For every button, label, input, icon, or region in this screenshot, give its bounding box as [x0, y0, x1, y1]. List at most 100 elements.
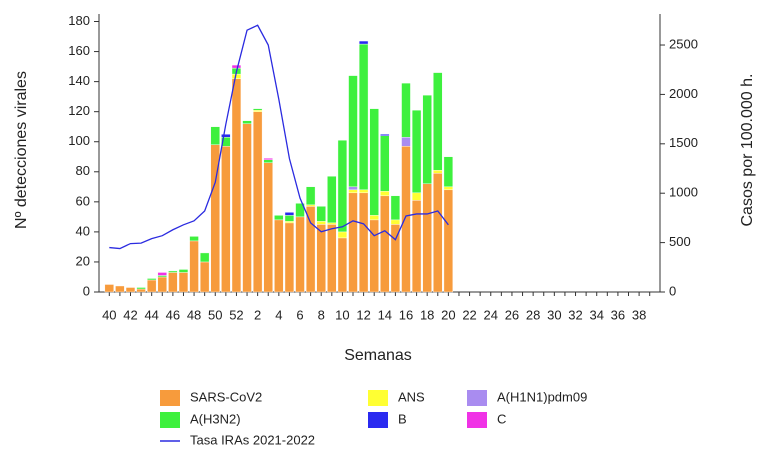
y2-tick-label: 1500 — [669, 135, 698, 150]
bar-segment — [178, 272, 189, 293]
bar-segment — [284, 222, 295, 293]
bar-segment — [380, 135, 390, 192]
x-tick-label: 28 — [526, 307, 540, 322]
bar-segment — [189, 240, 199, 293]
bar-segment — [401, 82, 411, 138]
x-tick-label: 38 — [632, 307, 646, 322]
bar-segment — [380, 195, 390, 293]
bar-segment — [284, 212, 295, 216]
x-tick-label: 26 — [505, 307, 519, 322]
bar-segment — [295, 216, 305, 293]
bar-segment — [316, 206, 326, 222]
bar-segment — [231, 78, 242, 293]
y-axis-label: Nº detecciones virales — [13, 71, 30, 229]
bar-segment — [136, 287, 146, 290]
x-tick-label: 10 — [335, 307, 349, 322]
bar-segment — [252, 111, 263, 293]
bar-segment — [433, 170, 443, 174]
y2-axis-label: Casos por 100.000 h. — [739, 74, 756, 227]
bar-segment — [327, 222, 337, 225]
y-tick-label: 140 — [68, 73, 90, 88]
y-tick-label: 100 — [68, 133, 90, 148]
x-tick-label: 16 — [399, 307, 413, 322]
bar-segment — [189, 236, 199, 242]
legend-label: A(H3N2) — [190, 411, 241, 426]
legend-swatch — [467, 412, 487, 428]
bar-segment — [157, 272, 167, 276]
bar-segment — [327, 224, 337, 293]
x-tick-label: 32 — [568, 307, 582, 322]
bar-segment — [305, 206, 316, 293]
bar-segment — [433, 72, 443, 171]
bar-segment — [178, 269, 189, 273]
x-tick-label: 4 — [275, 307, 282, 322]
legend-label: C — [497, 411, 506, 426]
legend-label: Tasa IRAs 2021-2022 — [190, 432, 315, 447]
y-tick-label: 0 — [83, 283, 90, 298]
bar-segment — [305, 186, 316, 206]
bar-segment — [231, 64, 242, 69]
bar-segment — [358, 40, 369, 45]
x-tick-label: 8 — [318, 307, 325, 322]
bar-segment — [242, 120, 252, 124]
legend-label: ANS — [398, 389, 425, 404]
bar-segment — [263, 162, 273, 293]
legend-label: SARS-CoV2 — [190, 389, 262, 404]
bar-segment — [274, 219, 284, 293]
bar-segment — [337, 237, 348, 293]
x-axis-label: Semanas — [344, 347, 412, 364]
bar-segment — [348, 186, 358, 191]
x-tick-label: 18 — [420, 307, 434, 322]
bar-segment — [274, 215, 284, 221]
x-tick-label: 52 — [229, 307, 243, 322]
x-tick-label: 6 — [296, 307, 303, 322]
y-tick-label: 120 — [68, 103, 90, 118]
x-tick-label: 14 — [378, 307, 392, 322]
x-tick-label: 42 — [123, 307, 137, 322]
x-tick-label: 36 — [611, 307, 625, 322]
bar-segment — [401, 146, 411, 293]
x-tick-label: 12 — [356, 307, 370, 322]
bar-segment — [348, 75, 358, 188]
x-tick-label: 20 — [441, 307, 455, 322]
bar-segment — [348, 192, 358, 293]
bar-segment — [147, 279, 157, 293]
bar-segment — [380, 191, 390, 197]
bar-segment — [369, 108, 379, 216]
x-tick-label: 44 — [144, 307, 158, 322]
y-tick-label: 180 — [68, 13, 90, 28]
bar-segment — [263, 158, 273, 160]
bar-segment — [221, 134, 231, 138]
bar-segment — [422, 94, 432, 185]
bar-segment — [369, 219, 379, 293]
legend-swatch — [160, 390, 180, 406]
line — [109, 24, 449, 250]
bar-segment — [263, 159, 273, 163]
bar-segment — [115, 285, 125, 293]
x-tick-label: 46 — [166, 307, 180, 322]
x-tick-label: 48 — [187, 307, 201, 322]
y-tick-label: 160 — [68, 43, 90, 58]
bar-segment — [390, 195, 401, 221]
bar-segment — [443, 186, 454, 191]
x-tick-label: 40 — [102, 307, 116, 322]
bar-segment — [401, 137, 411, 147]
y2-tick-label: 0 — [669, 283, 676, 298]
legend-swatch — [368, 390, 388, 406]
bar-segment — [157, 276, 167, 293]
x-tick-label: 50 — [208, 307, 222, 322]
y-tick-label: 20 — [76, 253, 90, 268]
y-tick-label: 60 — [76, 193, 90, 208]
bar-segment — [422, 183, 432, 293]
bar-segment — [252, 108, 263, 111]
bar-segment — [157, 275, 167, 278]
bar-segment — [147, 278, 157, 281]
legend-swatch — [160, 412, 180, 428]
bar-segment — [305, 204, 316, 207]
bar-segment — [284, 215, 295, 222]
legend-swatch — [368, 412, 388, 428]
bar-segment — [104, 284, 114, 293]
bar-segment — [433, 173, 443, 293]
bar-segment — [390, 219, 401, 225]
